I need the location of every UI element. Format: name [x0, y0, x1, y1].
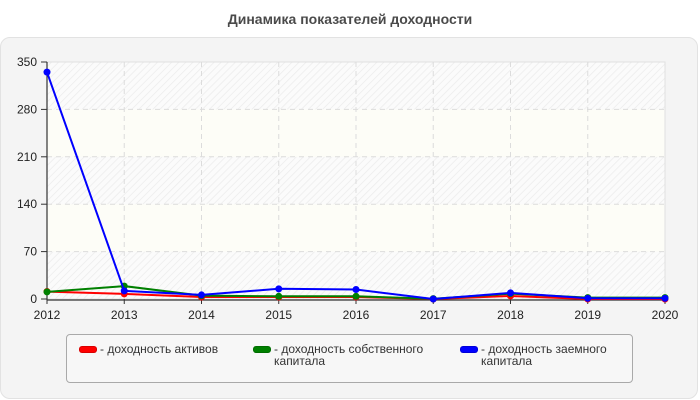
- y-tick-label: 280: [17, 102, 37, 116]
- legend-item-equity: - доходность собственного капитала: [253, 343, 423, 367]
- chart-title: Динамика показателей доходности: [227, 11, 473, 27]
- tick-labels: 0 70 140 210 280 350 2012 2013 2014 2015 2016 2017 2…: [17, 55, 679, 322]
- x-tick-label: 2020: [652, 308, 679, 322]
- legend-item-debt: - доходность заемного капитала: [460, 343, 607, 367]
- data-point[interactable]: [507, 289, 514, 297]
- y-tick-label: 140: [17, 197, 37, 211]
- legend-item-assets: - доходность активов: [79, 343, 218, 355]
- data-point[interactable]: [120, 287, 128, 295]
- x-tick-label: 2018: [497, 308, 524, 322]
- data-point[interactable]: [43, 68, 51, 76]
- x-tick-label: 2017: [420, 308, 447, 322]
- gridlines: [47, 62, 665, 299]
- data-point[interactable]: [275, 292, 283, 300]
- x-tick-label: 2013: [111, 308, 138, 322]
- data-point[interactable]: [352, 292, 360, 300]
- legend-label: - доходность активов: [100, 342, 219, 356]
- data-point[interactable]: [352, 286, 360, 294]
- legend-swatch-blue: [460, 346, 478, 353]
- data-point[interactable]: [584, 294, 592, 302]
- data-series: [43, 68, 669, 303]
- legend-label: - доходность собственного капитала: [274, 342, 424, 368]
- y-tick-label: 0: [30, 292, 37, 306]
- series-line: [43, 68, 669, 303]
- x-tick-label: 2016: [343, 308, 370, 322]
- legend-swatch-green: [253, 346, 271, 353]
- x-tick-label: 2015: [265, 308, 292, 322]
- x-tick-label: 2014: [188, 308, 215, 322]
- legend-swatch-red: [79, 346, 97, 353]
- y-tick-label: 70: [24, 245, 38, 259]
- x-tick-label: 2012: [34, 308, 61, 322]
- y-tick-label: 210: [17, 150, 37, 164]
- legend-label: - доходность заемного капитала: [481, 342, 607, 368]
- data-point[interactable]: [275, 285, 283, 293]
- x-tick-label: 2019: [574, 308, 601, 322]
- data-point[interactable]: [43, 288, 51, 296]
- legend: - доходность активов - доходность собств…: [66, 334, 633, 383]
- y-tick-label: 350: [17, 55, 37, 69]
- data-point[interactable]: [661, 294, 669, 302]
- data-point[interactable]: [429, 295, 437, 303]
- data-point[interactable]: [198, 291, 205, 299]
